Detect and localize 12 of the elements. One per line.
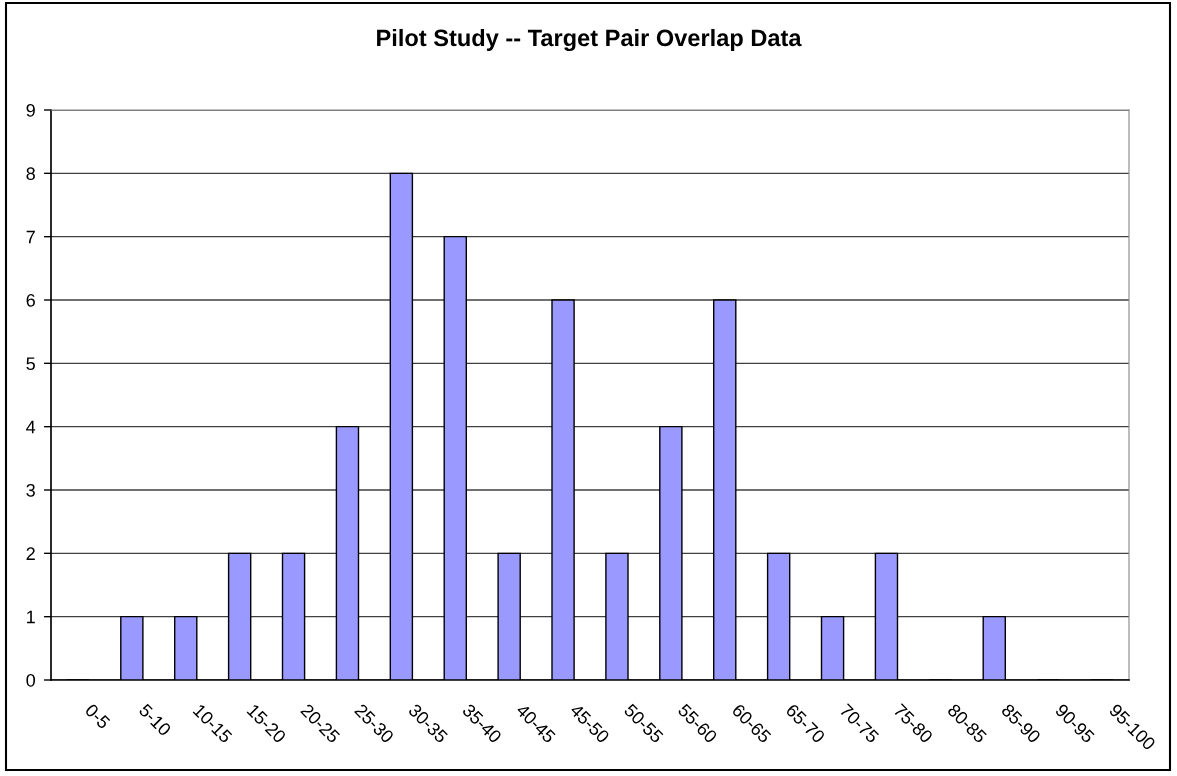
y-tick-label: 2: [26, 547, 35, 560]
y-tick-label: 9: [26, 103, 35, 117]
y-tick-label: 6: [26, 293, 35, 307]
y-tick-label: 8: [26, 167, 35, 181]
y-tick-label: 0: [26, 673, 36, 687]
y-tick-label: 1: [27, 610, 35, 624]
chart-title: Pilot Study -- Target Pair Overlap Data: [377, 28, 802, 52]
y-tick-label: 4: [26, 420, 36, 434]
y-tick-label: 5: [26, 357, 35, 371]
y-tick-label: 3: [26, 483, 35, 497]
x-tick-label: 0-5: [84, 703, 111, 730]
y-tick-label: 7: [26, 230, 35, 244]
